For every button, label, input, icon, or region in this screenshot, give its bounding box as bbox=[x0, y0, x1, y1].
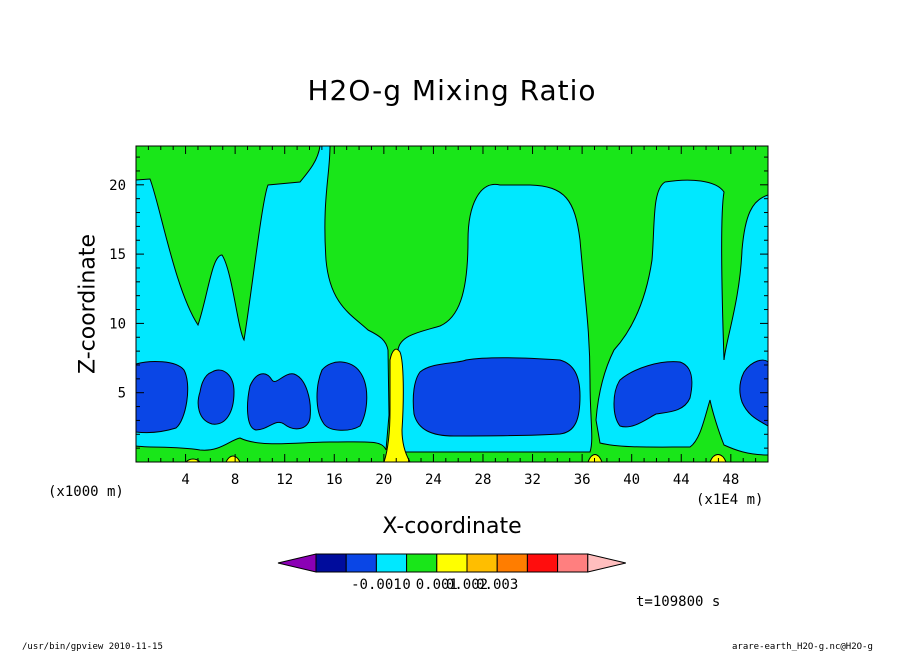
field-core bbox=[136, 361, 189, 433]
x-tick-label: 28 bbox=[475, 472, 492, 488]
x-tick-label: 16 bbox=[326, 472, 343, 488]
colorbar-swatch bbox=[345, 553, 377, 573]
colorbar-swatch bbox=[526, 553, 559, 573]
colorbar-label: 0.003 bbox=[476, 577, 518, 593]
footer-left: /usr/bin/gpview 2010-11-15 bbox=[22, 642, 163, 652]
x-tick-label: 4 bbox=[181, 472, 189, 488]
colorbar-low-arrow bbox=[277, 553, 317, 573]
footer-right: arare-earth_H2O-g.nc@H2O-g bbox=[732, 642, 873, 652]
x-tick-label: 24 bbox=[425, 472, 442, 488]
x-axis-label: X-coordinate bbox=[382, 514, 522, 539]
field-core bbox=[613, 361, 693, 428]
x-tick-label: 12 bbox=[276, 472, 293, 488]
colorbar-swatch bbox=[315, 553, 347, 573]
time-label: t=109800 s bbox=[636, 594, 721, 610]
y-tick-label: 5 bbox=[118, 386, 126, 402]
x-tick-label: 40 bbox=[623, 472, 640, 488]
colorbar-label: 0.002 bbox=[446, 577, 488, 593]
field-peak bbox=[383, 348, 411, 462]
x-unit-note: (x1E4 m) bbox=[696, 492, 764, 508]
colorbar-swatch bbox=[436, 553, 468, 573]
x-scale-note: (x1000 m) bbox=[48, 484, 124, 500]
y-axis-ticks: 5 10 15 20 bbox=[109, 156, 768, 449]
y-tick-label: 10 bbox=[109, 316, 126, 332]
colorbar-label: 0 bbox=[402, 577, 410, 593]
x-tick-label: 20 bbox=[375, 472, 392, 488]
x-axis-ticks: 4 8 12 16 20 24 28 32 36 40 44 48 bbox=[147, 146, 757, 488]
y-tick-label: 15 bbox=[109, 247, 126, 263]
field-core bbox=[316, 361, 368, 431]
x-tick-label: 32 bbox=[524, 472, 541, 488]
field-core bbox=[412, 357, 581, 437]
x-tick-label: 48 bbox=[722, 472, 739, 488]
x-tick-label: 36 bbox=[574, 472, 591, 488]
colorbar-swatch bbox=[557, 553, 589, 573]
field-core bbox=[739, 359, 768, 427]
y-tick-label: 20 bbox=[109, 178, 126, 194]
y-axis-label: Z-coordinate bbox=[75, 234, 101, 374]
field-core bbox=[247, 373, 311, 431]
chart-title: H2O-g Mixing Ratio bbox=[307, 74, 597, 107]
x-tick-label: 44 bbox=[673, 472, 690, 488]
plot-frame bbox=[135, 145, 769, 463]
colorbar-high-arrow bbox=[587, 553, 626, 573]
colorbar-swatch bbox=[496, 553, 528, 573]
x-tick-label: 8 bbox=[231, 472, 239, 488]
colorbar-label: -0.001 bbox=[351, 577, 402, 593]
colorbar-label: 0.001 bbox=[416, 577, 458, 593]
colorbar-swatch bbox=[406, 553, 438, 573]
field-core bbox=[197, 369, 235, 425]
colorbar-swatch bbox=[375, 553, 408, 573]
colorbar-swatch bbox=[466, 553, 498, 573]
